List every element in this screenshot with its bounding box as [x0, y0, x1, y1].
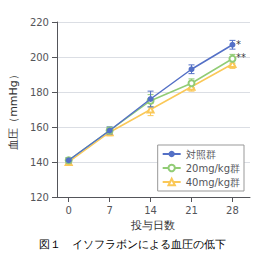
svg-text:20mg/kg群: 20mg/kg群 — [186, 163, 240, 174]
svg-text:*: * — [236, 39, 241, 50]
svg-text:28: 28 — [226, 205, 239, 216]
svg-text:**: ** — [236, 52, 246, 63]
svg-text:180: 180 — [30, 87, 49, 98]
svg-text:120: 120 — [30, 192, 49, 203]
svg-text:図１ イソフラボンによる血圧の低下: 図１ イソフラボンによる血圧の低下 — [39, 238, 226, 251]
svg-text:40mg/kg群: 40mg/kg群 — [186, 177, 240, 188]
svg-text:投与日数: 投与日数 — [130, 219, 175, 232]
svg-text:140: 140 — [30, 157, 49, 168]
svg-text:220: 220 — [30, 17, 49, 28]
svg-text:160: 160 — [30, 122, 49, 133]
svg-text:0: 0 — [65, 205, 71, 216]
svg-text:200: 200 — [30, 52, 49, 63]
svg-text:7: 7 — [106, 205, 112, 216]
svg-text:血圧（mmHg）: 血圧（mmHg） — [7, 69, 20, 150]
svg-text:対照群: 対照群 — [186, 149, 216, 160]
svg-text:21: 21 — [185, 205, 198, 216]
svg-text:14: 14 — [144, 205, 157, 216]
